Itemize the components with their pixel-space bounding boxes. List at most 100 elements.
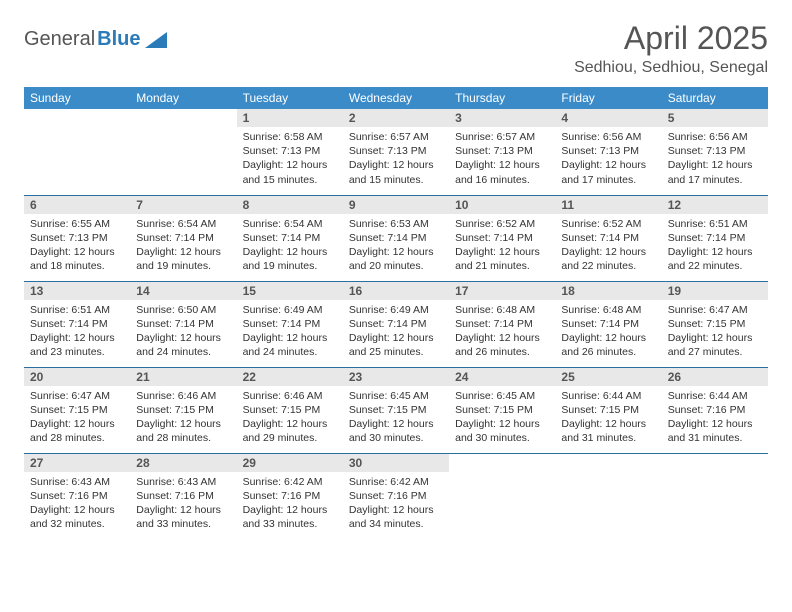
calendar-page: GeneralBlue April 2025 Sedhiou, Sedhiou,…: [0, 0, 792, 559]
day-details: Sunrise: 6:48 AMSunset: 7:14 PMDaylight:…: [449, 300, 555, 363]
logo-triangle-icon: [145, 32, 167, 48]
day-number: 20: [24, 368, 130, 386]
day-details: Sunrise: 6:56 AMSunset: 7:13 PMDaylight:…: [555, 127, 661, 190]
empty-cell: [449, 453, 555, 539]
calendar-row: 1Sunrise: 6:58 AMSunset: 7:13 PMDaylight…: [24, 109, 768, 195]
empty-cell: [662, 453, 768, 539]
day-details: Sunrise: 6:52 AMSunset: 7:14 PMDaylight:…: [555, 214, 661, 277]
day-number: 27: [24, 454, 130, 472]
day-number: 14: [130, 282, 236, 300]
day-cell: 15Sunrise: 6:49 AMSunset: 7:14 PMDayligh…: [237, 281, 343, 367]
weekday-header: Monday: [130, 87, 236, 109]
weekday-header-row: SundayMondayTuesdayWednesdayThursdayFrid…: [24, 87, 768, 109]
day-number: 6: [24, 196, 130, 214]
day-cell: 21Sunrise: 6:46 AMSunset: 7:15 PMDayligh…: [130, 367, 236, 453]
day-details: Sunrise: 6:56 AMSunset: 7:13 PMDaylight:…: [662, 127, 768, 190]
day-details: Sunrise: 6:42 AMSunset: 7:16 PMDaylight:…: [343, 472, 449, 535]
day-details: Sunrise: 6:54 AMSunset: 7:14 PMDaylight:…: [237, 214, 343, 277]
day-cell: 1Sunrise: 6:58 AMSunset: 7:13 PMDaylight…: [237, 109, 343, 195]
day-details: Sunrise: 6:51 AMSunset: 7:14 PMDaylight:…: [24, 300, 130, 363]
day-cell: 9Sunrise: 6:53 AMSunset: 7:14 PMDaylight…: [343, 195, 449, 281]
logo: GeneralBlue: [24, 20, 167, 51]
title-block: April 2025 Sedhiou, Sedhiou, Senegal: [574, 20, 768, 77]
day-cell: 22Sunrise: 6:46 AMSunset: 7:15 PMDayligh…: [237, 367, 343, 453]
day-number: 4: [555, 109, 661, 127]
day-details: Sunrise: 6:47 AMSunset: 7:15 PMDaylight:…: [662, 300, 768, 363]
day-cell: 20Sunrise: 6:47 AMSunset: 7:15 PMDayligh…: [24, 367, 130, 453]
day-details: Sunrise: 6:55 AMSunset: 7:13 PMDaylight:…: [24, 214, 130, 277]
day-details: Sunrise: 6:48 AMSunset: 7:14 PMDaylight:…: [555, 300, 661, 363]
day-details: Sunrise: 6:46 AMSunset: 7:15 PMDaylight:…: [237, 386, 343, 449]
day-details: Sunrise: 6:57 AMSunset: 7:13 PMDaylight:…: [343, 127, 449, 190]
day-number: 16: [343, 282, 449, 300]
day-details: Sunrise: 6:50 AMSunset: 7:14 PMDaylight:…: [130, 300, 236, 363]
day-cell: 7Sunrise: 6:54 AMSunset: 7:14 PMDaylight…: [130, 195, 236, 281]
day-number: 23: [343, 368, 449, 386]
day-number: 30: [343, 454, 449, 472]
day-number: 26: [662, 368, 768, 386]
day-number: 15: [237, 282, 343, 300]
day-cell: 6Sunrise: 6:55 AMSunset: 7:13 PMDaylight…: [24, 195, 130, 281]
empty-cell: [130, 109, 236, 195]
calendar-table: SundayMondayTuesdayWednesdayThursdayFrid…: [24, 87, 768, 539]
logo-word2: Blue: [97, 28, 140, 51]
day-cell: 29Sunrise: 6:42 AMSunset: 7:16 PMDayligh…: [237, 453, 343, 539]
day-cell: 30Sunrise: 6:42 AMSunset: 7:16 PMDayligh…: [343, 453, 449, 539]
day-number: 17: [449, 282, 555, 300]
day-details: Sunrise: 6:57 AMSunset: 7:13 PMDaylight:…: [449, 127, 555, 190]
day-cell: 18Sunrise: 6:48 AMSunset: 7:14 PMDayligh…: [555, 281, 661, 367]
day-details: Sunrise: 6:44 AMSunset: 7:16 PMDaylight:…: [662, 386, 768, 449]
day-number: 29: [237, 454, 343, 472]
day-number: 11: [555, 196, 661, 214]
weekday-header: Wednesday: [343, 87, 449, 109]
header: GeneralBlue April 2025 Sedhiou, Sedhiou,…: [24, 20, 768, 77]
day-details: Sunrise: 6:42 AMSunset: 7:16 PMDaylight:…: [237, 472, 343, 535]
day-number: 25: [555, 368, 661, 386]
day-number: 2: [343, 109, 449, 127]
day-cell: 27Sunrise: 6:43 AMSunset: 7:16 PMDayligh…: [24, 453, 130, 539]
day-cell: 13Sunrise: 6:51 AMSunset: 7:14 PMDayligh…: [24, 281, 130, 367]
day-cell: 14Sunrise: 6:50 AMSunset: 7:14 PMDayligh…: [130, 281, 236, 367]
weekday-header: Saturday: [662, 87, 768, 109]
day-details: Sunrise: 6:49 AMSunset: 7:14 PMDaylight:…: [343, 300, 449, 363]
day-number: 10: [449, 196, 555, 214]
day-number: 24: [449, 368, 555, 386]
calendar-row: 6Sunrise: 6:55 AMSunset: 7:13 PMDaylight…: [24, 195, 768, 281]
day-number: 19: [662, 282, 768, 300]
day-details: Sunrise: 6:45 AMSunset: 7:15 PMDaylight:…: [343, 386, 449, 449]
day-number: 13: [24, 282, 130, 300]
day-number: 18: [555, 282, 661, 300]
calendar-row: 13Sunrise: 6:51 AMSunset: 7:14 PMDayligh…: [24, 281, 768, 367]
empty-cell: [24, 109, 130, 195]
day-details: Sunrise: 6:54 AMSunset: 7:14 PMDaylight:…: [130, 214, 236, 277]
day-cell: 8Sunrise: 6:54 AMSunset: 7:14 PMDaylight…: [237, 195, 343, 281]
day-details: Sunrise: 6:43 AMSunset: 7:16 PMDaylight:…: [24, 472, 130, 535]
day-details: Sunrise: 6:45 AMSunset: 7:15 PMDaylight:…: [449, 386, 555, 449]
day-number: 12: [662, 196, 768, 214]
day-cell: 5Sunrise: 6:56 AMSunset: 7:13 PMDaylight…: [662, 109, 768, 195]
day-number: 3: [449, 109, 555, 127]
calendar-row: 27Sunrise: 6:43 AMSunset: 7:16 PMDayligh…: [24, 453, 768, 539]
day-cell: 11Sunrise: 6:52 AMSunset: 7:14 PMDayligh…: [555, 195, 661, 281]
day-cell: 25Sunrise: 6:44 AMSunset: 7:15 PMDayligh…: [555, 367, 661, 453]
day-cell: 19Sunrise: 6:47 AMSunset: 7:15 PMDayligh…: [662, 281, 768, 367]
day-details: Sunrise: 6:52 AMSunset: 7:14 PMDaylight:…: [449, 214, 555, 277]
weekday-header: Thursday: [449, 87, 555, 109]
day-cell: 4Sunrise: 6:56 AMSunset: 7:13 PMDaylight…: [555, 109, 661, 195]
day-details: Sunrise: 6:53 AMSunset: 7:14 PMDaylight:…: [343, 214, 449, 277]
day-cell: 17Sunrise: 6:48 AMSunset: 7:14 PMDayligh…: [449, 281, 555, 367]
day-details: Sunrise: 6:49 AMSunset: 7:14 PMDaylight:…: [237, 300, 343, 363]
day-number: 7: [130, 196, 236, 214]
calendar-row: 20Sunrise: 6:47 AMSunset: 7:15 PMDayligh…: [24, 367, 768, 453]
day-number: 1: [237, 109, 343, 127]
day-cell: 28Sunrise: 6:43 AMSunset: 7:16 PMDayligh…: [130, 453, 236, 539]
day-number: 21: [130, 368, 236, 386]
day-details: Sunrise: 6:51 AMSunset: 7:14 PMDaylight:…: [662, 214, 768, 277]
month-title: April 2025: [574, 20, 768, 57]
day-cell: 2Sunrise: 6:57 AMSunset: 7:13 PMDaylight…: [343, 109, 449, 195]
weekday-header: Friday: [555, 87, 661, 109]
day-number: 28: [130, 454, 236, 472]
day-details: Sunrise: 6:46 AMSunset: 7:15 PMDaylight:…: [130, 386, 236, 449]
day-cell: 26Sunrise: 6:44 AMSunset: 7:16 PMDayligh…: [662, 367, 768, 453]
location: Sedhiou, Sedhiou, Senegal: [574, 59, 768, 77]
